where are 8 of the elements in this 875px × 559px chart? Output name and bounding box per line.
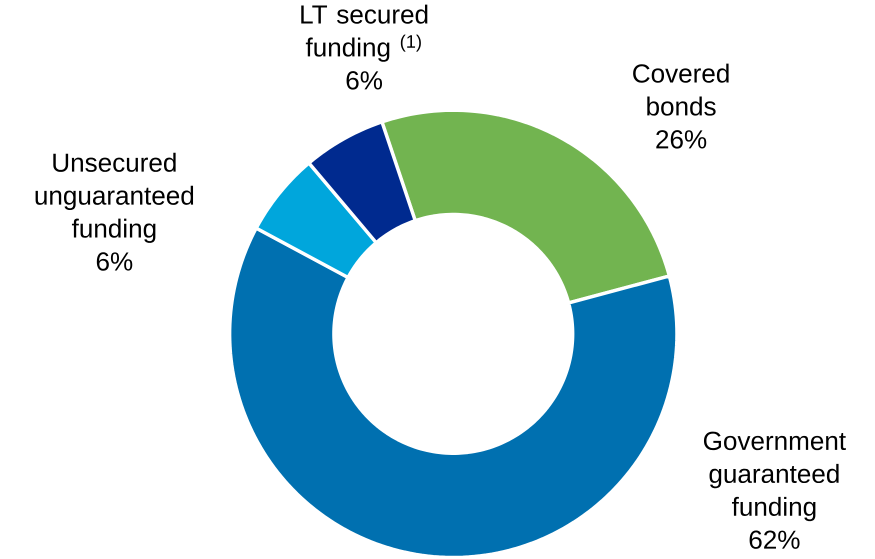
data-label: 26% (656, 130, 706, 148)
data-label: 62% (750, 530, 800, 549)
slice-label: Government guaranteed funding (704, 432, 846, 522)
slice-label: Covered bonds (633, 63, 729, 116)
slice-label: Unsecured unguaranteed funding (36, 152, 194, 243)
data-label: 6% (96, 252, 132, 271)
data-label: 6% (346, 71, 382, 90)
slice-label: LT secured funding $^{(1)}$ (301, 4, 428, 62)
